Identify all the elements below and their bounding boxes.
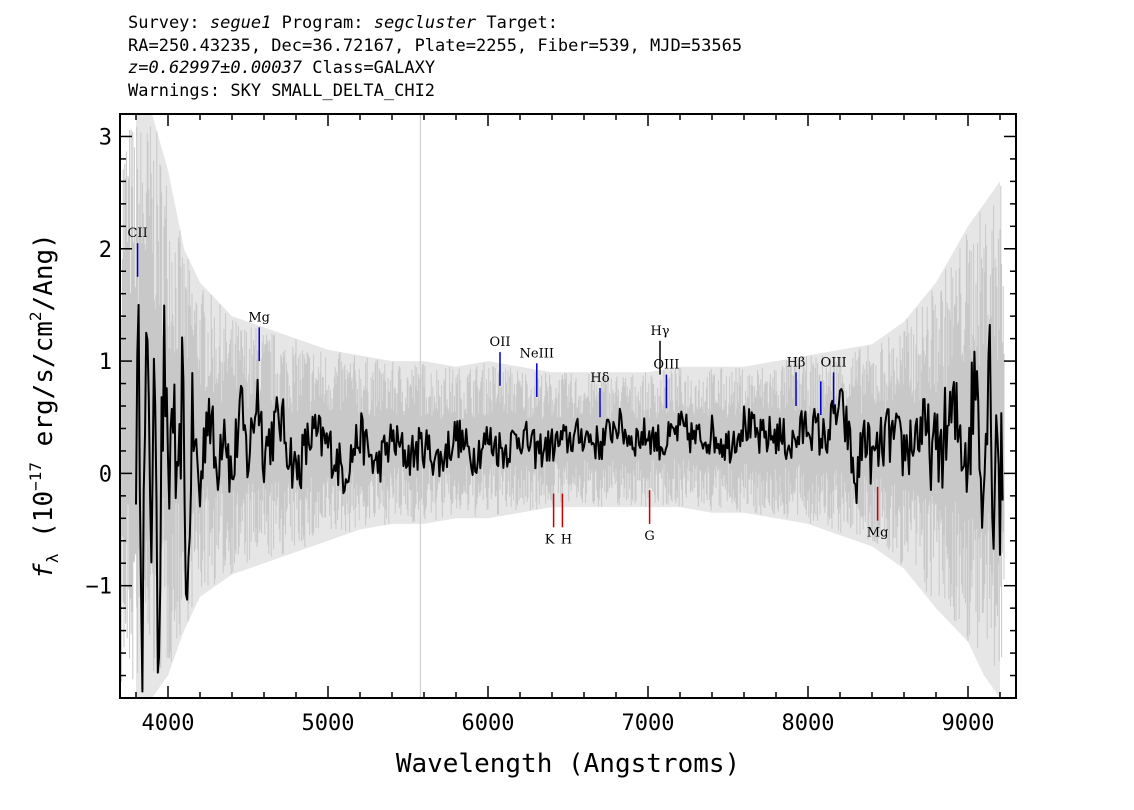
y-axis-title-square: 2 xyxy=(26,311,45,321)
survey-value: segue1 xyxy=(209,13,272,33)
emission-line-label: OIII xyxy=(821,355,847,370)
flux-line xyxy=(135,303,1004,693)
emission-line-label: Hγ xyxy=(650,324,669,339)
error-envelope xyxy=(136,114,1000,698)
survey-label: Survey: xyxy=(128,13,200,33)
emission-line-label: Hβ xyxy=(787,355,806,370)
redshift-value: z=0.62997±0.00037 xyxy=(128,58,302,78)
program-label: Program: xyxy=(281,13,364,33)
y-axis-title-unit-end: /Ang) xyxy=(29,233,59,311)
x-tick-label: 9000 xyxy=(942,711,995,736)
x-tick-label: 5000 xyxy=(302,711,355,736)
y-axis-title-symbol: f xyxy=(29,563,59,579)
absorption-line-label: K xyxy=(545,532,555,547)
emission-line-label: OII xyxy=(490,335,511,350)
y-tick-label: −1 xyxy=(86,575,113,600)
spectrum-header: Survey: segue1 Program: segcluster Targe… xyxy=(128,12,742,102)
y-tick-label: 2 xyxy=(99,238,112,263)
y-tick-label: 1 xyxy=(99,350,112,375)
absorption-line-label: Mg xyxy=(867,526,889,541)
x-tick-label: 4000 xyxy=(142,711,195,736)
error-band-layer xyxy=(121,114,1005,698)
x-axis-title: Wavelength (Angstroms) xyxy=(396,749,740,779)
spectral-line-layer: CII Mg OII NeIII Hδ Hγ OIII Hβ OIII K H G Mg xyxy=(127,226,888,547)
y-axis-title-exponent: −17 xyxy=(26,462,45,491)
emission-line-label: OIII xyxy=(653,358,679,373)
x-tick-label: 6000 xyxy=(462,711,515,736)
axis-ticks: 4000 5000 6000 7000 8000 9000 −1 0 1 2 3 xyxy=(86,114,1016,736)
flux-layer xyxy=(135,303,1004,693)
error-spikes xyxy=(121,126,1005,683)
y-tick-label: 0 xyxy=(99,462,112,487)
y-axis-title-unit-start: (10 xyxy=(29,491,59,554)
absorption-line-label: H xyxy=(561,532,572,547)
x-tick-label: 7000 xyxy=(622,711,675,736)
header-line-redshift: z=0.62997±0.00037 Class=GALAXY xyxy=(128,57,742,80)
header-line-survey: Survey: segue1 Program: segcluster Targe… xyxy=(128,12,742,35)
x-tick-label: 8000 xyxy=(782,711,835,736)
y-axis-title-subscript: λ xyxy=(43,553,62,563)
header-line-coordinates: RA=250.43235, Dec=36.72167, Plate=2255, … xyxy=(128,35,743,56)
y-axis-title-unit-middle: erg/s/cm xyxy=(29,321,59,462)
emission-line-label: CII xyxy=(127,226,147,241)
emission-line-label: Hδ xyxy=(590,371,609,386)
program-value: segcluster xyxy=(373,13,477,33)
header-line-warnings: Warnings: SKY SMALL_DELTA_CHI2 xyxy=(128,80,436,101)
emission-line-label: NeIII xyxy=(520,346,554,361)
y-tick-label: 3 xyxy=(99,125,112,150)
class-value: Class=GALAXY xyxy=(312,58,436,78)
target-label: Target: xyxy=(486,13,558,33)
emission-line-label: Mg xyxy=(248,310,270,325)
y-axis-title: fλ (10−17 erg/s/cm2/Ang) xyxy=(26,233,62,579)
absorption-line-label: G xyxy=(644,529,654,544)
